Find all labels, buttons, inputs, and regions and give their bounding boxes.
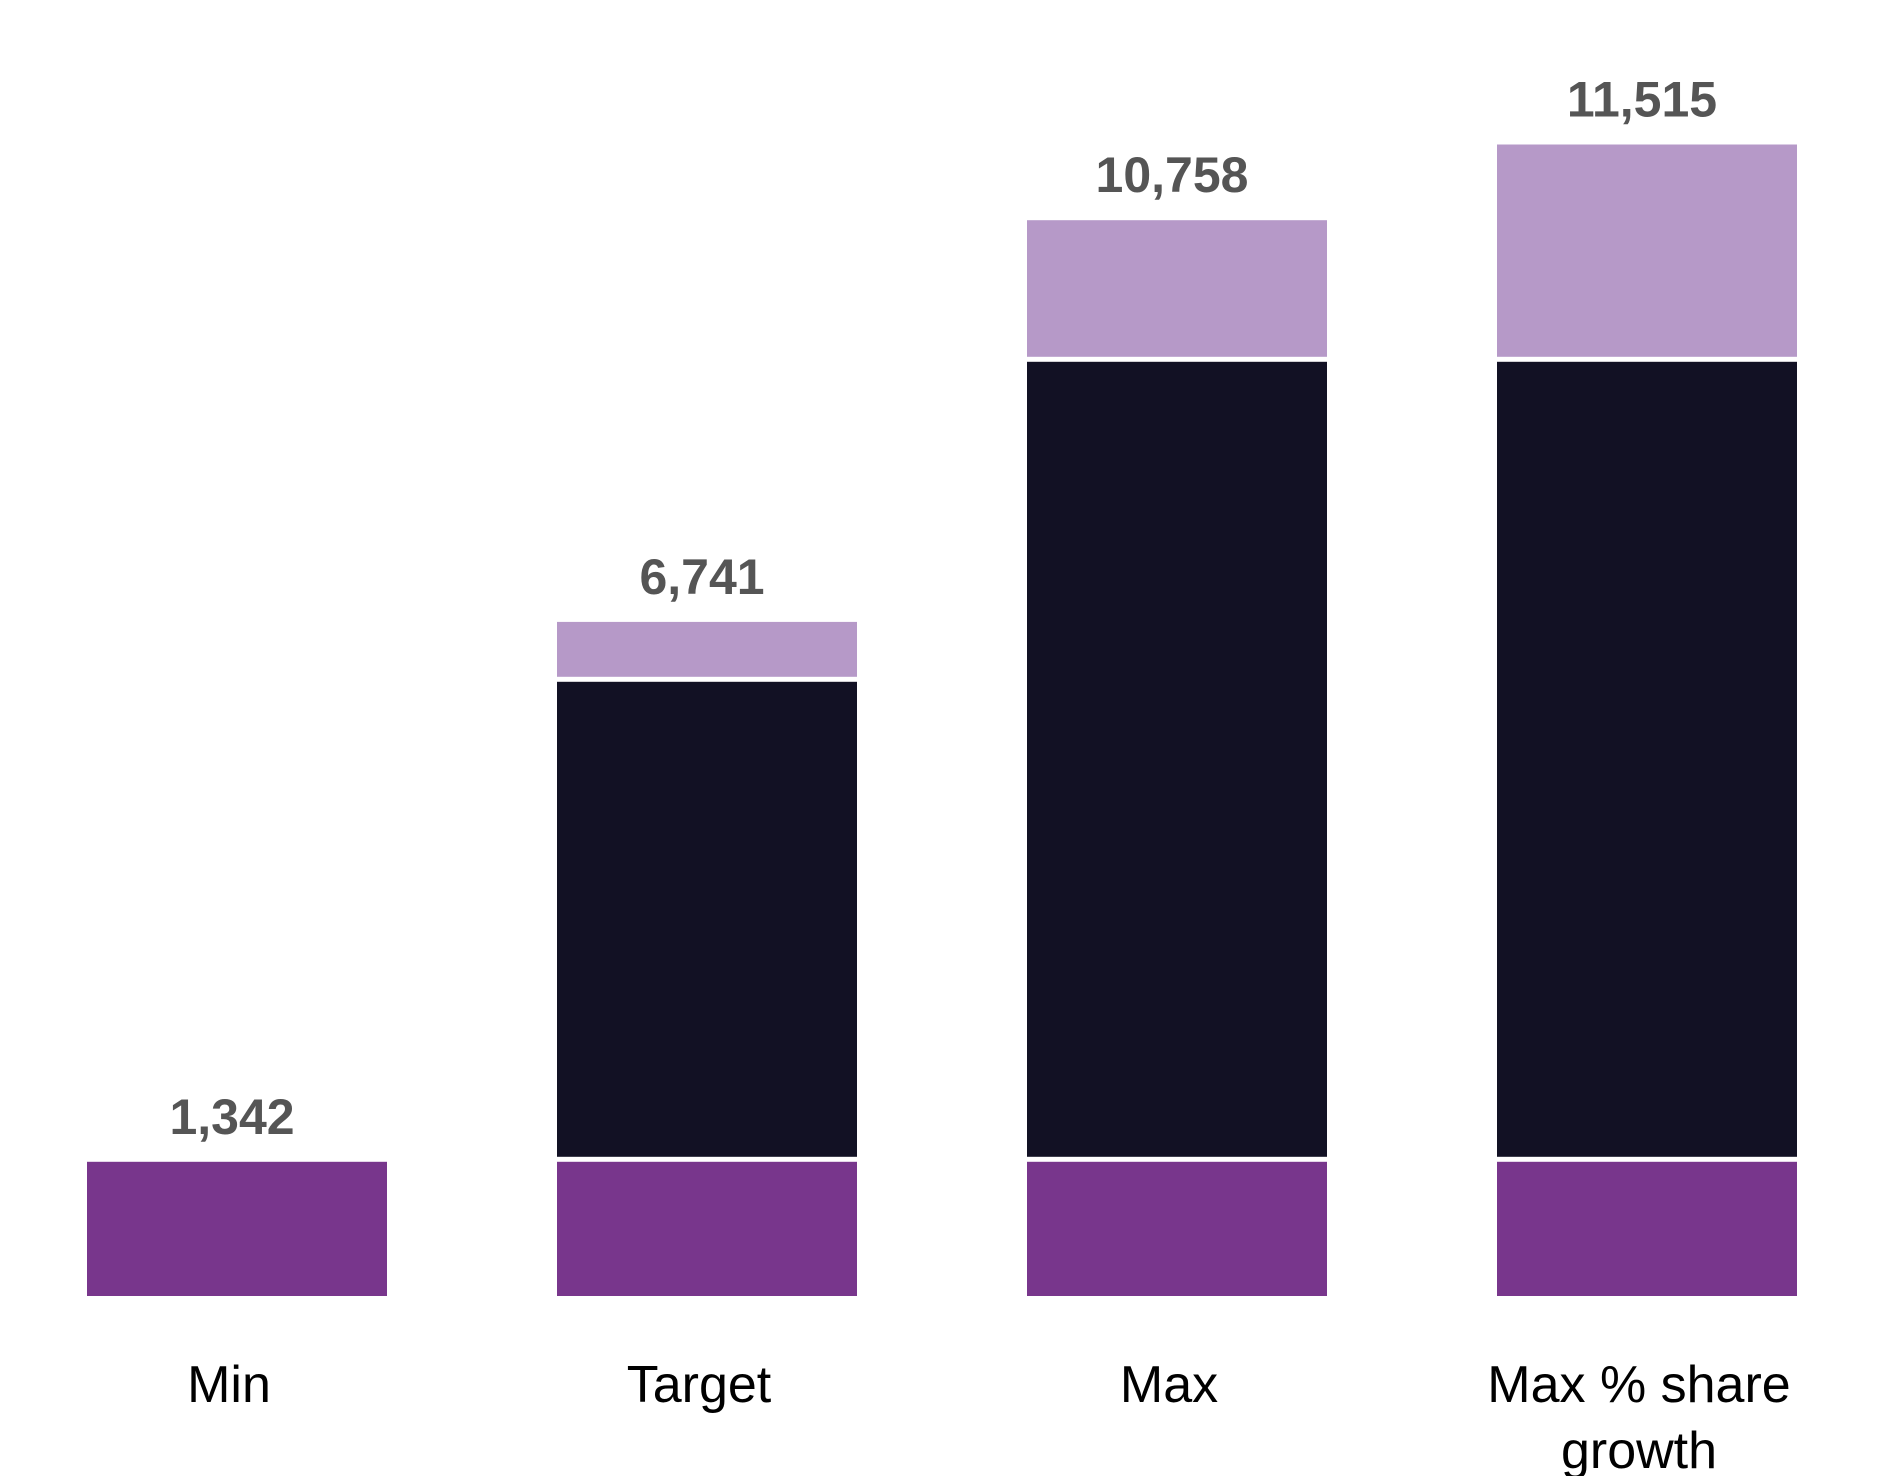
category-label: Target (627, 1356, 772, 1414)
total-label: 6,741 (639, 549, 764, 605)
bar-segment-1-max (1027, 1161, 1327, 1296)
bar-segment-3-max (1027, 220, 1327, 357)
total-label: 10,758 (1096, 147, 1249, 203)
bar-segment-2-max (1027, 361, 1327, 1157)
bar-segment-3-max-share-growth (1497, 144, 1797, 357)
category-label: Max (1120, 1356, 1218, 1414)
total-labels-layer: 1,342 6,741 10,758 11,515 (169, 72, 1717, 1145)
bar-segment-1-max-share-growth (1497, 1161, 1797, 1296)
bars-layer (87, 144, 1797, 1296)
bar-segment-1-target (557, 1161, 857, 1296)
bar-segment-3-target (557, 621, 857, 677)
bar-segment-1-min (87, 1161, 387, 1296)
category-labels-layer: Min Target Max Max % share growth (187, 1356, 1791, 1476)
category-label: growth (1561, 1422, 1717, 1476)
category-label: Max % share (1487, 1356, 1790, 1414)
total-label: 11,515 (1567, 72, 1717, 128)
category-label: Min (187, 1356, 271, 1414)
bar-segment-2-target (557, 681, 857, 1157)
bar-segment-2-max-share-growth (1497, 361, 1797, 1157)
total-label: 1,342 (169, 1089, 294, 1145)
